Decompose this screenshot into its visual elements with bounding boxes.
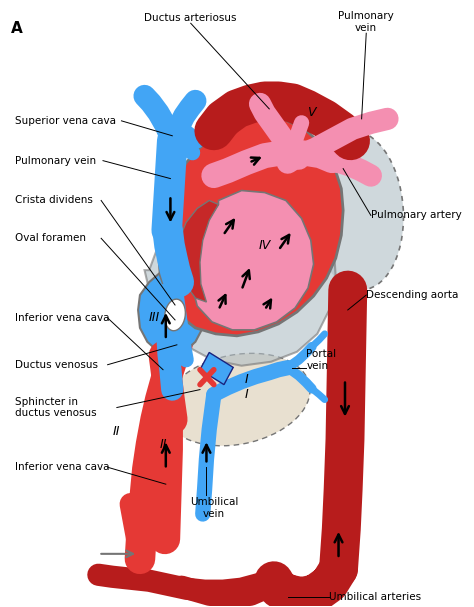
Text: Crista dividens: Crista dividens bbox=[15, 195, 93, 206]
Bar bbox=[200, 353, 233, 385]
Ellipse shape bbox=[164, 299, 185, 331]
Polygon shape bbox=[191, 191, 314, 330]
Text: Ductus arteriosus: Ductus arteriosus bbox=[145, 13, 237, 23]
Polygon shape bbox=[145, 171, 336, 365]
Text: Portal
vein: Portal vein bbox=[306, 349, 337, 370]
Text: II: II bbox=[113, 425, 120, 438]
Text: Sphincter in
ductus venosus: Sphincter in ductus venosus bbox=[15, 397, 97, 418]
Text: Pulmonary artery: Pulmonary artery bbox=[371, 211, 462, 220]
Text: I: I bbox=[244, 373, 248, 386]
Text: Umbilical arteries: Umbilical arteries bbox=[329, 592, 421, 602]
Text: Pulmonary vein: Pulmonary vein bbox=[15, 155, 96, 166]
Text: Inferior vena cava: Inferior vena cava bbox=[15, 313, 110, 323]
Text: V: V bbox=[307, 106, 315, 120]
Polygon shape bbox=[175, 200, 219, 302]
Ellipse shape bbox=[310, 131, 403, 290]
Text: A: A bbox=[10, 21, 22, 36]
Text: Pulmonary
vein: Pulmonary vein bbox=[338, 12, 394, 33]
Text: Descending aorta: Descending aorta bbox=[366, 290, 459, 300]
Text: Umbilical
vein: Umbilical vein bbox=[190, 497, 238, 519]
Text: III: III bbox=[148, 311, 159, 324]
Text: IV: IV bbox=[258, 239, 271, 252]
Text: Inferior vena cava: Inferior vena cava bbox=[15, 463, 110, 472]
Text: I: I bbox=[244, 388, 248, 401]
Text: Superior vena cava: Superior vena cava bbox=[15, 116, 116, 126]
Ellipse shape bbox=[164, 353, 310, 446]
Text: Oval foramen: Oval foramen bbox=[15, 233, 86, 243]
Text: II: II bbox=[159, 438, 167, 451]
Text: Ductus venosus: Ductus venosus bbox=[15, 360, 98, 370]
Polygon shape bbox=[158, 116, 343, 336]
Polygon shape bbox=[138, 262, 207, 356]
